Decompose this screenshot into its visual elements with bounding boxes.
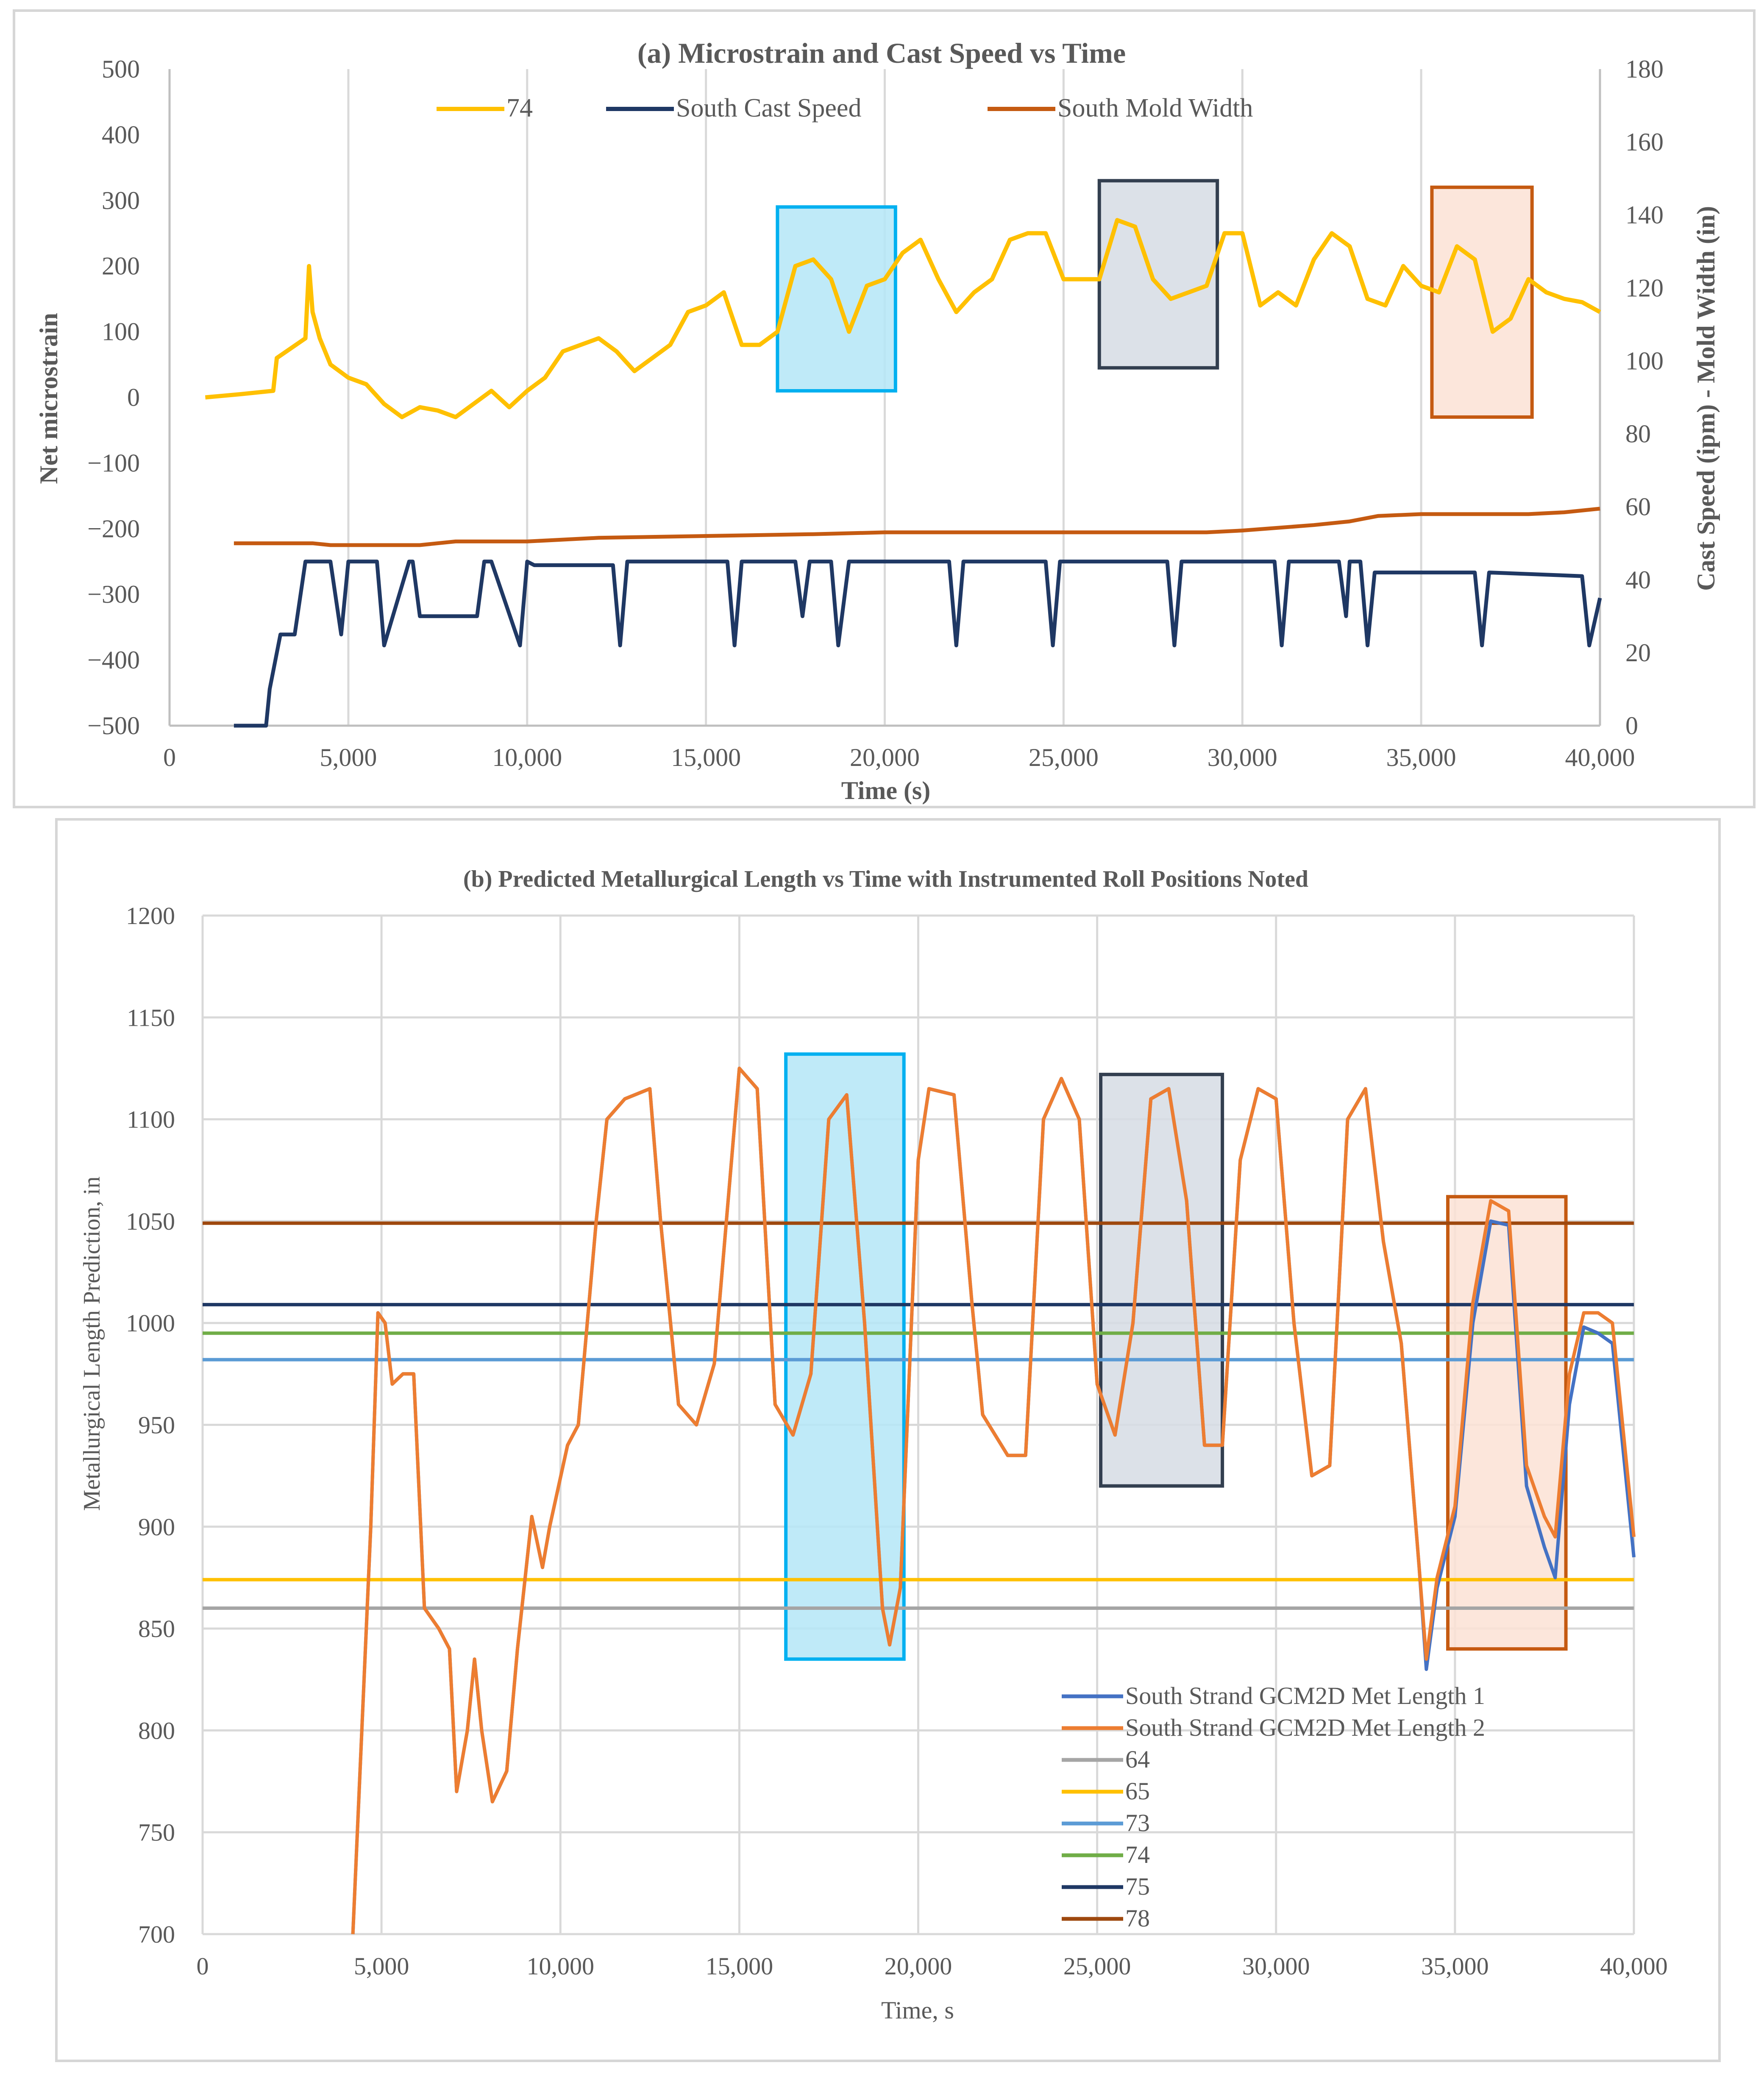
chart-a-y-tick-label: −100 [87,449,140,477]
chart-b-x-tick-label: 35,000 [1421,1952,1489,1980]
chart-a-highlight-box [1430,185,1534,419]
chart-b-legend-label: 73 [1125,1809,1150,1837]
chart-a-x-tick-label: 10,000 [492,743,562,771]
chart-b-x-tick-label: 30,000 [1242,1952,1310,1980]
chart-a-y2-tick-label: 40 [1625,566,1651,594]
chart-b-y-tick-label: 700 [138,1921,175,1948]
chart-a-y2-tick-label: 120 [1625,274,1664,302]
chart-a-y2-tick-label: 140 [1625,201,1664,229]
chart-a-y-tick-label: −200 [87,515,140,543]
chart-a-highlight-box [1097,179,1219,370]
chart-b-x-tick-label: 10,000 [527,1952,595,1980]
chart-b-legend-label: South Strand GCM2D Met Length 1 [1125,1682,1485,1709]
chart-a-y2-tick-label: 80 [1625,420,1651,448]
chart-a-x-tick-label: 0 [163,743,176,771]
chart-b-y-tick-label: 950 [138,1411,175,1439]
chart-b-y-tick-label: 900 [138,1513,175,1541]
chart-b-title: (b) Predicted Metallurgical Length vs Ti… [463,866,1308,892]
chart-b-legend-label: South Strand GCM2D Met Length 2 [1125,1714,1485,1741]
chart-b-x-tick-label: 20,000 [885,1952,952,1980]
chart-a-x-tick-label: 30,000 [1208,743,1277,771]
chart-b-legend-label: 75 [1125,1873,1150,1900]
chart-a-series-line [234,560,1602,728]
chart-a-y2-tick-label: 0 [1625,712,1638,740]
chart-b-y-tick-label: 850 [138,1615,175,1642]
chart-a-y-tick-label: −500 [87,712,140,740]
chart-a-y2-tick-label: 100 [1625,347,1664,375]
chart-b-legend-label: 65 [1125,1777,1150,1805]
chart-a-y-tick-label: 200 [102,252,140,280]
chart-b-legend-label: 74 [1125,1841,1150,1868]
chart-b-y-tick-label: 1200 [126,902,175,930]
chart-b-highlight-box [784,1052,906,1661]
chart-a-y-tick-label: 300 [102,187,140,214]
chart-a-x-tick-label: 40,000 [1565,743,1635,771]
chart-a-x-tick-label: 5,000 [320,743,377,771]
chart-b-y-tick-label: 1150 [127,1004,175,1031]
chart-a-y-tick-label: 0 [127,384,140,412]
chart-b-highlight-box [1446,1195,1568,1651]
chart-b-y-tick-label: 1000 [126,1309,175,1337]
chart-a-x-tick-label: 25,000 [1029,743,1099,771]
chart-a-y-tick-label: −300 [87,580,140,608]
chart-b-x-tick-label: 40,000 [1600,1952,1668,1980]
chart-a-plot: 0 5,000 10,000 15,000 20,000 25,000 30,000 35,0… [87,55,1664,771]
chart-a-y-tick-label: −400 [87,646,140,674]
chart-a-y-tick-label: 500 [102,55,140,83]
chart-a-y2-tick-label: 20 [1625,639,1651,667]
chart-a-y2-axis-label: Cast Speed (ipm) - Mold Width (in) [1692,206,1720,591]
chart-b-y-tick-label: 800 [138,1717,175,1744]
chart-b-legend-label: 78 [1125,1904,1150,1932]
chart-b-x-axis-label: Time, s [881,1996,954,2024]
chart-a-y2-tick-label: 160 [1625,128,1664,156]
chart-b-x-tick-label: 25,000 [1063,1952,1131,1980]
chart-a-legend-label: South Cast Speed [676,94,861,122]
chart-b-y-tick-label: 1050 [126,1208,175,1235]
chart-a-x-tick-label: 35,000 [1386,743,1456,771]
chart-a-y-tick-label: 100 [102,318,140,346]
chart-a-legend-label: South Mold Width [1057,94,1253,122]
chart-b-legend-label: 64 [1125,1746,1150,1773]
chart-a-y2-tick-label: 180 [1625,55,1664,83]
chart-a-x-axis-label: Time (s) [841,777,931,805]
chart-b-series-line [351,1066,1636,1935]
chart-b-series-line [351,1066,1636,1935]
chart-b-x-tick-label: 5,000 [354,1952,409,1980]
chart-a-series-line [205,218,1601,419]
chart-a-y-axis-label: Net microstrain [35,313,63,484]
chart-a-legend-label: 74 [506,94,533,122]
chart-a-x-tick-label: 20,000 [850,743,920,771]
chart-a-x-tick-label: 15,000 [671,743,741,771]
chart-a-y2-tick-label: 60 [1625,493,1651,521]
chart-a-y-tick-label: 400 [102,121,140,149]
chart-b-y-tick-label: 1100 [127,1106,175,1133]
chart-b-x-tick-label: 0 [197,1952,209,1980]
chart-b-y-tick-label: 750 [138,1819,175,1846]
chart-a-title: (a) Microstrain and Cast Speed vs Time [637,37,1126,69]
chart-b-plot: 0 5,000 10,000 15,000 20,000 25,000 30,000 35,0… [126,902,1668,1980]
chart-b-y-axis-label: Metallurgical Length Prediction, in [79,1176,105,1511]
chart-b-x-tick-label: 15,000 [706,1952,773,1980]
chart-a-series-line [234,507,1600,547]
